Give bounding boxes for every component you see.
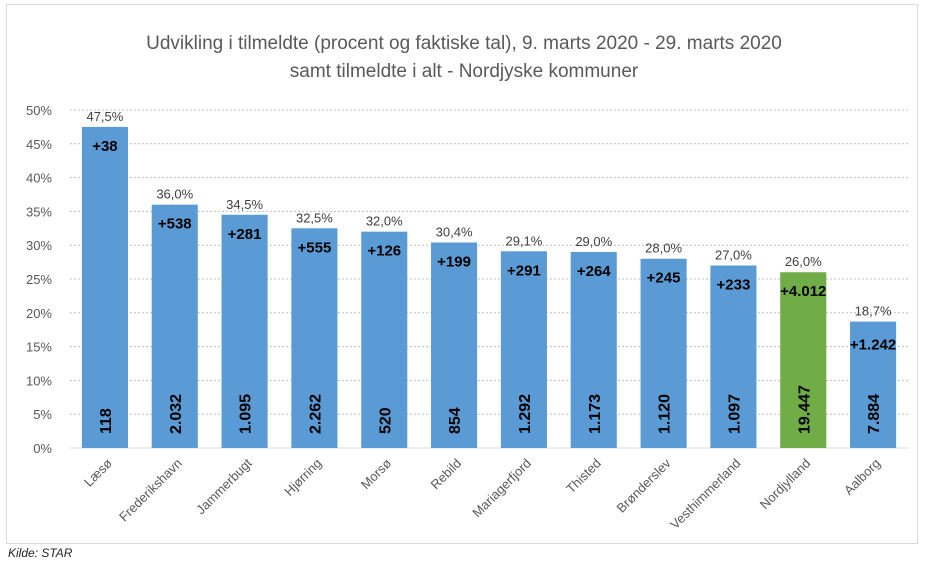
bar bbox=[81, 126, 128, 449]
y-tick-label: 20% bbox=[26, 306, 52, 321]
category-label: Rebild bbox=[428, 456, 465, 493]
total-label: 1.173 bbox=[587, 394, 604, 434]
bar bbox=[710, 265, 757, 448]
bar bbox=[850, 321, 897, 448]
increase-label: +538 bbox=[158, 216, 192, 233]
bar bbox=[291, 228, 338, 448]
value-label: 32,0% bbox=[366, 214, 403, 229]
category-label: Mariagerfjord bbox=[469, 456, 534, 521]
value-label: 36,0% bbox=[156, 187, 193, 202]
y-tick-label: 45% bbox=[26, 137, 52, 152]
category-label: Aalborg bbox=[841, 456, 883, 498]
y-tick-label: 0% bbox=[33, 441, 52, 456]
y-tick-label: 30% bbox=[26, 238, 52, 253]
bar bbox=[151, 204, 198, 448]
total-label: 1.095 bbox=[238, 394, 255, 434]
y-tick-label: 35% bbox=[26, 204, 52, 219]
bar bbox=[570, 251, 617, 448]
value-label: 34,5% bbox=[226, 197, 263, 212]
increase-label: +233 bbox=[717, 276, 751, 293]
value-label: 26,0% bbox=[785, 254, 822, 269]
chart-subtitle: samt tilmeldte i alt - Nordjyske kommune… bbox=[289, 61, 639, 82]
total-label: 854 bbox=[447, 407, 464, 434]
bar bbox=[780, 272, 827, 448]
y-tick-label: 15% bbox=[26, 340, 52, 355]
y-tick-label: 40% bbox=[26, 171, 52, 186]
increase-label: +38 bbox=[92, 138, 117, 155]
value-label: 47,5% bbox=[86, 109, 123, 124]
bar bbox=[500, 251, 547, 448]
y-tick-label: 5% bbox=[33, 407, 52, 422]
increase-label: +245 bbox=[647, 270, 681, 287]
total-label: 7.884 bbox=[866, 394, 883, 434]
increase-label: +555 bbox=[298, 239, 332, 256]
value-label: 18,7% bbox=[855, 304, 892, 319]
total-label: 520 bbox=[377, 407, 394, 434]
category-label: Jammerbugt bbox=[193, 455, 255, 517]
bar bbox=[361, 231, 408, 448]
total-label: 2.262 bbox=[307, 394, 324, 434]
increase-label: +4.012 bbox=[780, 283, 826, 300]
increase-label: +126 bbox=[367, 243, 401, 260]
category-label: Nordjylland bbox=[757, 456, 814, 513]
bar bbox=[221, 214, 268, 448]
y-tick-label: 50% bbox=[26, 103, 52, 118]
chart-title: Udvikling i tilmeldte (procent og faktis… bbox=[146, 33, 782, 54]
total-label: 2.032 bbox=[168, 394, 185, 434]
value-label: 30,4% bbox=[436, 224, 473, 239]
value-label: 28,0% bbox=[645, 241, 682, 256]
bar bbox=[640, 258, 687, 448]
category-label: Morsø bbox=[358, 455, 395, 492]
value-label: 29,1% bbox=[505, 233, 542, 248]
total-label: 1.120 bbox=[657, 394, 674, 434]
value-label: 27,0% bbox=[715, 247, 752, 262]
value-label: 32,5% bbox=[296, 210, 333, 225]
category-label: Thisted bbox=[563, 456, 604, 497]
total-label: 118 bbox=[98, 408, 115, 434]
category-label: Læsø bbox=[81, 455, 115, 489]
increase-label: +264 bbox=[577, 263, 611, 280]
increase-label: +281 bbox=[228, 226, 262, 243]
source-note: Kilde: STAR bbox=[8, 546, 73, 560]
category-label: Vesthimmerland bbox=[667, 456, 744, 533]
category-label: Hjørring bbox=[281, 456, 324, 499]
category-label: Brønderslev bbox=[614, 455, 675, 516]
y-tick-label: 10% bbox=[26, 373, 52, 388]
total-label: 19.447 bbox=[796, 385, 813, 434]
total-label: 1.292 bbox=[517, 394, 534, 434]
increase-label: +1.242 bbox=[850, 337, 896, 354]
bar bbox=[431, 242, 478, 448]
category-label: Frederikshavn bbox=[116, 456, 185, 525]
y-tick-label: 25% bbox=[26, 272, 52, 287]
value-label: 29,0% bbox=[575, 234, 612, 249]
increase-label: +199 bbox=[437, 253, 471, 270]
total-label: 1.097 bbox=[726, 394, 743, 434]
increase-label: +291 bbox=[507, 262, 541, 279]
